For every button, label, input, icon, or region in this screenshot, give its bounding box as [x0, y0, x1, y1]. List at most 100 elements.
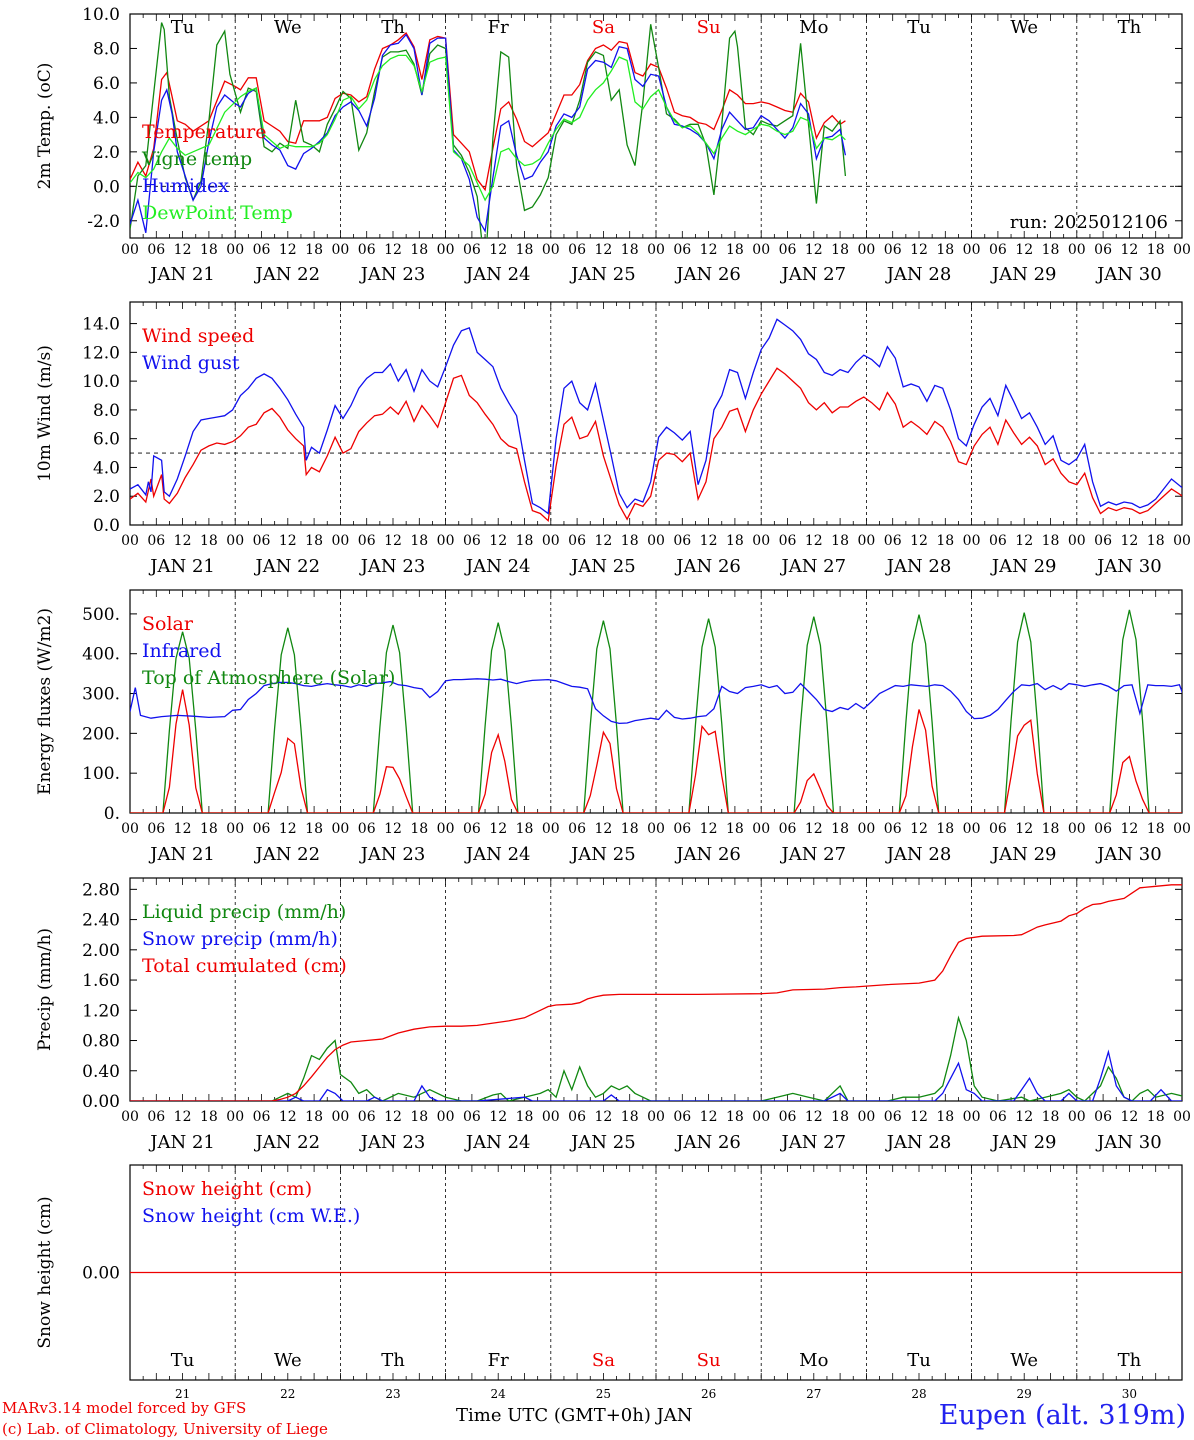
hour-label: 18	[410, 821, 428, 837]
hour-label: 06	[673, 821, 691, 837]
hour-label: 00	[226, 242, 244, 258]
hour-label: 18	[516, 533, 534, 549]
date-label: JAN 21	[148, 264, 215, 285]
hour-label: 12	[489, 1109, 507, 1125]
hour-label: 00	[647, 1109, 665, 1125]
hour-label: 18	[410, 533, 428, 549]
series-liquid-precip-mm-h-	[130, 1015, 1182, 1101]
hour-label: 18	[831, 1109, 849, 1125]
y-axis-label: 10m Wind (m/s)	[35, 345, 55, 482]
hour-label: 18	[621, 1109, 639, 1125]
hour-label: 18	[305, 1109, 323, 1125]
series-wind-speed	[130, 367, 1182, 523]
hour-label: 00	[1068, 533, 1086, 549]
hour-label: 18	[726, 821, 744, 837]
date-label: JAN 25	[569, 264, 636, 285]
date-label: JAN 24	[464, 844, 531, 865]
hour-label: 18	[516, 242, 534, 258]
legend-entry: Temperature	[142, 121, 266, 143]
hour-label: 12	[279, 1109, 297, 1125]
y-tick-label: 10.0	[82, 372, 120, 392]
date-label: JAN 28	[885, 844, 952, 865]
run-label: run: 2025012106	[1010, 212, 1168, 233]
hour-label: 06	[989, 533, 1007, 549]
date-label: JAN 30	[1095, 556, 1162, 577]
y-tick-label: 0.00	[82, 1264, 120, 1284]
hour-label: 12	[805, 821, 823, 837]
hour-label: 12	[1120, 533, 1138, 549]
hour-label: 12	[384, 1109, 402, 1125]
hour-label: 06	[1094, 242, 1112, 258]
plot-frame	[129, 589, 1183, 814]
hour-label: 06	[147, 1109, 165, 1125]
hour-label: 00	[963, 242, 981, 258]
hour-label: 18	[726, 533, 744, 549]
hour-label: 06	[358, 242, 376, 258]
series-wind-gust	[130, 318, 1182, 515]
hour-label: 12	[384, 533, 402, 549]
hour-label: 06	[989, 1109, 1007, 1125]
hour-label: 18	[936, 242, 954, 258]
model-credit: MARv3.14 model forced by GFS	[2, 1399, 247, 1417]
weekday-label: We	[274, 17, 302, 38]
hour-label: 00	[121, 242, 139, 258]
panel-2: 0.0 2.0 4.0 6.0 8.0 10.0 12.0 14.0 10m Wind (m/s…	[35, 301, 1191, 577]
hour-label: 12	[174, 242, 192, 258]
y-tick-label: 4.0	[93, 108, 120, 128]
hour-label: 18	[1147, 1109, 1165, 1125]
hour-label: 18	[1042, 1109, 1060, 1125]
hour-label: 12	[1120, 1109, 1138, 1125]
hour-label: 18	[305, 821, 323, 837]
date-label: JAN 26	[674, 1132, 741, 1153]
hour-label: 06	[673, 242, 691, 258]
hour-label: 06	[147, 242, 165, 258]
y-tick-label: 4.0	[93, 458, 120, 478]
date-label: JAN 28	[885, 1132, 952, 1153]
day-number: 30	[1122, 1387, 1137, 1401]
hour-label: 06	[884, 533, 902, 549]
hour-label: 06	[463, 1109, 481, 1125]
legend-entry: Solar	[142, 613, 194, 635]
weekday-label: Mo	[799, 17, 828, 38]
weekday-label: Fr	[488, 1350, 509, 1371]
weekday-label: Th	[1118, 1350, 1142, 1371]
date-label: JAN 29	[990, 264, 1057, 285]
hour-label: 00	[1173, 242, 1191, 258]
y-tick-label: 1.60	[82, 971, 120, 991]
y-tick-label: 2.00	[82, 941, 120, 961]
hour-label: 12	[594, 821, 612, 837]
legend-entry: Vigne temp	[141, 148, 252, 170]
weekday-label: Th	[1118, 17, 1142, 38]
hour-label: 06	[147, 821, 165, 837]
hour-label: 00	[331, 533, 349, 549]
panel-3: 0. 100. 200. 300. 400. 500. Energy fluxes (W/m…	[35, 589, 1191, 865]
hour-label: 06	[1094, 821, 1112, 837]
hour-label: 00	[1068, 1109, 1086, 1125]
hour-label: 12	[594, 1109, 612, 1125]
legend-entry: Liquid precip (mm/h)	[142, 901, 346, 923]
y-tick-label: 10.0	[82, 5, 120, 25]
hour-label: 12	[174, 821, 192, 837]
y-tick-label: 0.0	[93, 177, 120, 197]
date-label: JAN 26	[674, 844, 741, 865]
hour-label: 00	[1173, 533, 1191, 549]
hour-label: 00	[647, 821, 665, 837]
hour-label: 06	[463, 821, 481, 837]
station-name: Eupen (alt. 319m)	[938, 1400, 1186, 1431]
hour-label: 18	[1147, 242, 1165, 258]
legend-entry: Infrared	[142, 640, 222, 662]
date-label: JAN 28	[885, 264, 952, 285]
weekday-label: We	[1010, 1350, 1038, 1371]
hour-label: 12	[279, 821, 297, 837]
hour-label: 18	[831, 821, 849, 837]
hour-label: 06	[568, 1109, 586, 1125]
hour-label: 00	[647, 533, 665, 549]
hour-label: 00	[857, 1109, 875, 1125]
hour-label: 00	[542, 1109, 560, 1125]
y-tick-label: 0.0	[93, 516, 120, 536]
hour-label: 12	[1120, 242, 1138, 258]
hour-label: 12	[910, 242, 928, 258]
date-label: JAN 23	[359, 1132, 426, 1153]
legend-entry: DewPoint Temp	[142, 202, 293, 224]
weekday-label: Mo	[799, 1350, 828, 1371]
